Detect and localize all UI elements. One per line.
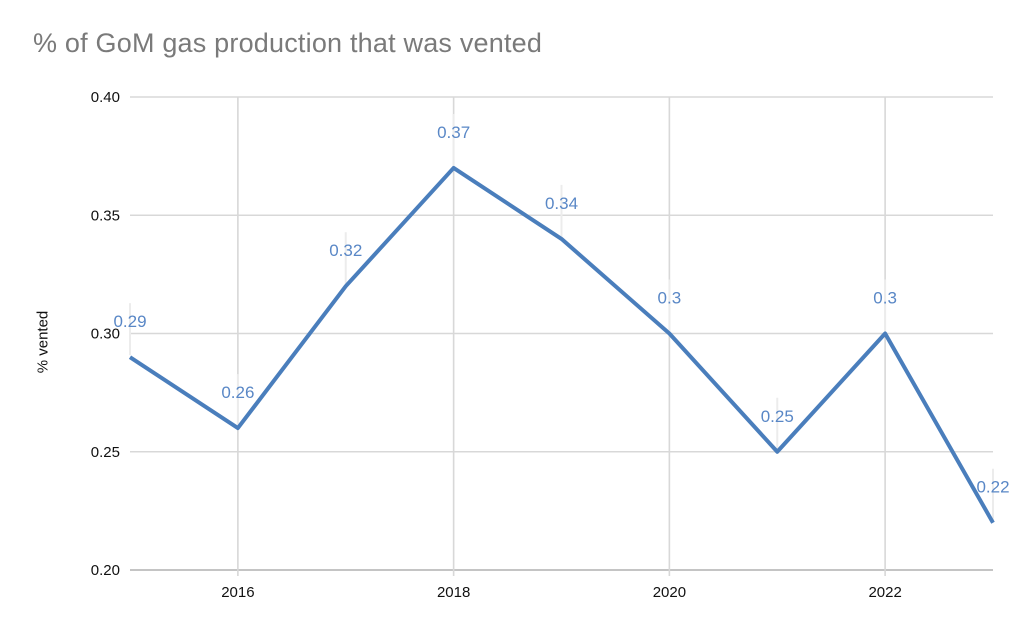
data-point-label: 0.25	[761, 407, 794, 426]
series-line-pct-vented	[128, 165, 995, 524]
data-point-label: 0.26	[221, 383, 254, 402]
x-tick-label: 2020	[653, 584, 686, 601]
y-tick-label: 0.20	[91, 562, 120, 579]
data-point-label: 0.22	[976, 478, 1009, 497]
x-tick-label: 2022	[868, 584, 901, 601]
data-point-label: 0.34	[545, 194, 578, 213]
y-tick-label: 0.30	[91, 326, 120, 343]
data-point-label: 0.29	[113, 312, 146, 331]
data-point-label: 0.37	[437, 123, 470, 142]
y-tick-label: 0.25	[91, 444, 120, 461]
chart-title: % of GoM gas production that was vented	[33, 28, 543, 58]
x-tick-label: 2016	[221, 584, 254, 601]
y-tick-label: 0.35	[91, 207, 120, 224]
x-tick-label: 2018	[437, 584, 470, 601]
data-point-label: 0.32	[329, 241, 362, 260]
data-point-label: 0.3	[873, 289, 897, 308]
data-point-label: 0.3	[658, 289, 682, 308]
y-tick-label: 0.40	[91, 89, 120, 106]
